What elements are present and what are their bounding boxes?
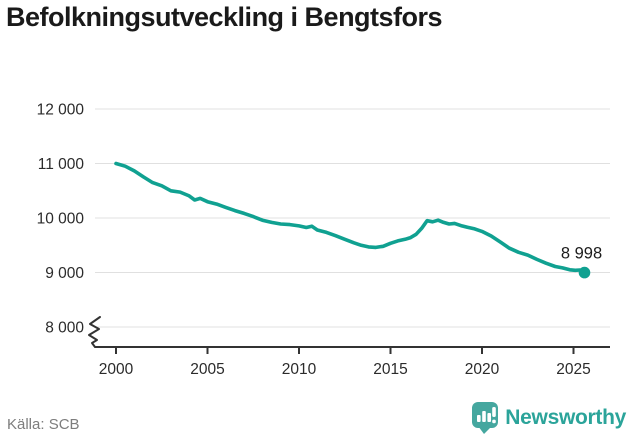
y-axis-tick-label: 8 000	[45, 320, 84, 337]
x-axis-tick-label: 2020	[465, 361, 500, 378]
population-line	[114, 161, 587, 275]
end-point-dot	[578, 266, 591, 279]
axis-break-icon	[88, 316, 101, 348]
brand-name: Newsworthy	[505, 406, 626, 429]
bar-chart-pin-icon	[472, 402, 499, 434]
y-axis-tick-label: 12 000	[37, 102, 85, 119]
y-axis-tick-label: 11 000	[38, 156, 85, 173]
x-axis-tick-label: 2015	[373, 361, 407, 378]
source-note: Källa: SCB	[7, 416, 80, 433]
x-axis-tick-label: 2010	[282, 361, 317, 378]
y-axis-tick-label: 9 000	[45, 265, 84, 282]
brand-link[interactable]: Newsworthy	[471, 401, 626, 435]
population-line-chart: 12 000 11 000 10 000 9 000 8 000 2000 2005 2010…	[37, 102, 610, 378]
end-value-label: 8 998	[561, 245, 602, 263]
x-axis-tick-label: 2005	[190, 361, 224, 378]
x-axis-tick-label: 2000	[99, 361, 134, 378]
y-axis-tick-label: 10 000	[37, 211, 85, 228]
chart-title: Befolkningsutveckling i Bengtsfors	[6, 2, 443, 32]
x-axis-tick-label: 2025	[556, 361, 590, 378]
